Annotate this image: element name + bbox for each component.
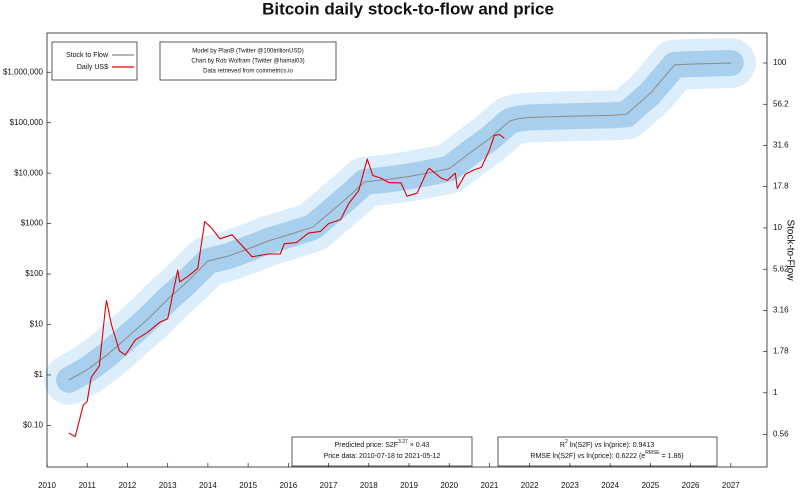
y-tick-label: $1000 bbox=[21, 219, 44, 228]
annotation-part: × 0.43 bbox=[408, 442, 430, 449]
y2-axis-label: Stock-to-Flow bbox=[784, 219, 795, 281]
x-tick-label: 2014 bbox=[199, 481, 217, 490]
annotation-part: = 1.86) bbox=[660, 453, 684, 460]
x-tick-label: 2017 bbox=[320, 481, 338, 490]
y-tick-label: $10,000 bbox=[14, 168, 43, 177]
annotation-part: RMSE ln(S2F) vs ln(price): 0.6222 (e bbox=[530, 453, 645, 460]
x-tick-label: 2018 bbox=[360, 481, 378, 490]
x-tick-label: 2027 bbox=[722, 481, 740, 490]
chart-title: Bitcoin daily stock-to-flow and price bbox=[262, 0, 554, 18]
y2-tick-label: 10 bbox=[773, 223, 782, 232]
plot-frame bbox=[46, 32, 768, 468]
annotations: Model by PlanB (Twitter @100trillionUSD)… bbox=[191, 49, 683, 460]
legend-label: Daily US$ bbox=[77, 64, 108, 71]
credit-line: Chart by Rob Wolfram (Twitter @hamal03) bbox=[191, 59, 304, 65]
superscript: RMSE bbox=[645, 450, 660, 456]
y2-tick-label: 56.2 bbox=[773, 99, 789, 108]
x-tick-label: 2012 bbox=[119, 481, 137, 490]
y-tick-label: $0.10 bbox=[23, 421, 44, 430]
y2-tick-label: 5.62 bbox=[773, 264, 789, 273]
y2-tick-label: 1 bbox=[773, 388, 778, 397]
x-tick-label: 2010 bbox=[38, 481, 56, 490]
y2-tick-label: 1.78 bbox=[773, 347, 789, 356]
annotation-part: Predicted price: S2F bbox=[335, 442, 398, 449]
legend-label: Stock to Flow bbox=[66, 52, 109, 59]
y-tick-label: $100,000 bbox=[10, 118, 44, 127]
y2-tick-label: 17.8 bbox=[773, 182, 789, 191]
x-tick-label: 2011 bbox=[79, 481, 97, 490]
x-tick-label: 2016 bbox=[279, 481, 297, 490]
x-tick-label: 2023 bbox=[561, 481, 579, 490]
y-tick-label: $1 bbox=[34, 370, 43, 379]
annotation-part: R bbox=[560, 442, 565, 449]
y2-tick-label: 100 bbox=[773, 58, 787, 67]
y2-tick-label: 0.56 bbox=[773, 429, 789, 438]
series-line bbox=[68, 62, 732, 381]
bands bbox=[44, 38, 756, 405]
x-tick-label: 2025 bbox=[641, 481, 659, 490]
superscript: 2 bbox=[565, 439, 568, 445]
x-tick-label: 2015 bbox=[239, 481, 257, 490]
legend-box bbox=[51, 41, 138, 81]
annotation: Price data: 2010-07-18 to 2021-05-12 bbox=[324, 453, 441, 460]
y-tick-label: $100 bbox=[25, 269, 43, 278]
credit-line: Model by PlanB (Twitter @100trillionUSD) bbox=[192, 49, 303, 55]
series-line bbox=[68, 134, 505, 438]
prediction-box bbox=[291, 436, 473, 467]
plot bbox=[68, 62, 732, 438]
x-tick-label: 2024 bbox=[601, 481, 619, 490]
x-tick-label: 2026 bbox=[682, 481, 700, 490]
x-tick-label: 2021 bbox=[481, 481, 499, 490]
credit-line: Data retrieved from coinmetrics.io bbox=[203, 69, 293, 75]
annotation: R2 ln(S2F) vs ln(price): 0.9413 bbox=[560, 439, 654, 449]
annotation: RMSE ln(S2F) vs ln(price): 0.6222 (eRMSE… bbox=[530, 450, 683, 460]
credits-box bbox=[159, 41, 337, 81]
superscript: 3.27 bbox=[398, 439, 408, 445]
x-tick-label: 2020 bbox=[440, 481, 458, 490]
y-tick-label: $10 bbox=[30, 320, 44, 329]
y2-tick-label: 3.16 bbox=[773, 306, 789, 315]
annotation: Predicted price: S2F3.27 × 0.43 bbox=[335, 439, 430, 449]
x-tick-label: 2019 bbox=[400, 481, 418, 490]
y2-tick-label: 31.6 bbox=[773, 141, 789, 150]
y-tick-label: $1,000,000 bbox=[3, 67, 44, 76]
annotation-part: ln(S2F) vs ln(price): 0.9413 bbox=[568, 442, 654, 449]
stats-box bbox=[497, 436, 718, 467]
x-tick-label: 2022 bbox=[521, 481, 539, 490]
x-tick-label: 2013 bbox=[159, 481, 177, 490]
